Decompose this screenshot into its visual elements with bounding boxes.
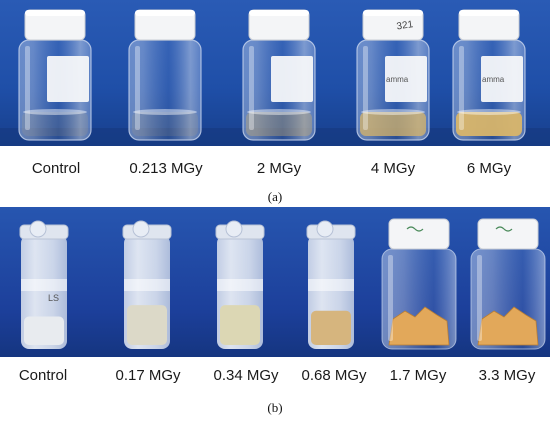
plastic-tube bbox=[215, 220, 265, 349]
tube-mark: LS bbox=[48, 293, 59, 303]
glass-vial bbox=[470, 218, 546, 350]
sample-contents bbox=[127, 305, 167, 345]
sample-contents bbox=[24, 316, 64, 345]
liquid-sample bbox=[22, 112, 88, 136]
panel-caption: (b) bbox=[267, 400, 283, 415]
liquid-sample bbox=[360, 112, 426, 136]
liquid-sample bbox=[456, 112, 522, 136]
vial-sticker bbox=[47, 56, 89, 102]
glass-vial bbox=[242, 9, 316, 141]
dose-label: 0.213 MGy bbox=[129, 160, 203, 177]
photo-panel-a: 321 amma amma bbox=[0, 0, 550, 146]
glass-vial bbox=[18, 9, 92, 141]
glass-vial bbox=[381, 218, 457, 350]
panel-caption: (a) bbox=[267, 189, 283, 204]
vial-sticker-text: amma bbox=[386, 75, 409, 84]
dose-label: Control bbox=[18, 367, 68, 384]
dose-label: 0.68 MGy bbox=[301, 367, 367, 384]
photo-panel-b: LS bbox=[0, 207, 550, 357]
liquid-sample bbox=[246, 112, 312, 136]
plastic-tube bbox=[19, 220, 69, 349]
dose-label: 1.7 MGy bbox=[389, 367, 447, 384]
dose-label: 6 MGy bbox=[466, 160, 512, 177]
plastic-tube bbox=[122, 220, 172, 349]
dose-label: Control bbox=[31, 160, 81, 177]
plastic-tube bbox=[306, 220, 356, 349]
liquid-sample bbox=[132, 112, 198, 136]
vial-sticker bbox=[481, 56, 523, 102]
glass-vial bbox=[356, 9, 430, 141]
dose-label: 4 MGy bbox=[370, 160, 416, 177]
dose-label: 0.17 MGy bbox=[115, 367, 181, 384]
sample-contents bbox=[220, 305, 260, 345]
vial-sticker-text: amma bbox=[482, 75, 505, 84]
crystalline-solid bbox=[388, 306, 450, 346]
vial-sticker bbox=[271, 56, 313, 102]
dose-label: 3.3 MGy bbox=[478, 367, 536, 384]
vial-cap-mark: 321 bbox=[396, 19, 414, 32]
glass-vial bbox=[452, 9, 526, 141]
crystalline-solid bbox=[477, 306, 539, 346]
sample-contents bbox=[311, 310, 351, 345]
dose-label: 0.34 MGy bbox=[213, 367, 279, 384]
glass-vial bbox=[128, 9, 202, 141]
vial-sticker bbox=[385, 56, 427, 102]
dose-label: 2 MGy bbox=[256, 160, 302, 177]
